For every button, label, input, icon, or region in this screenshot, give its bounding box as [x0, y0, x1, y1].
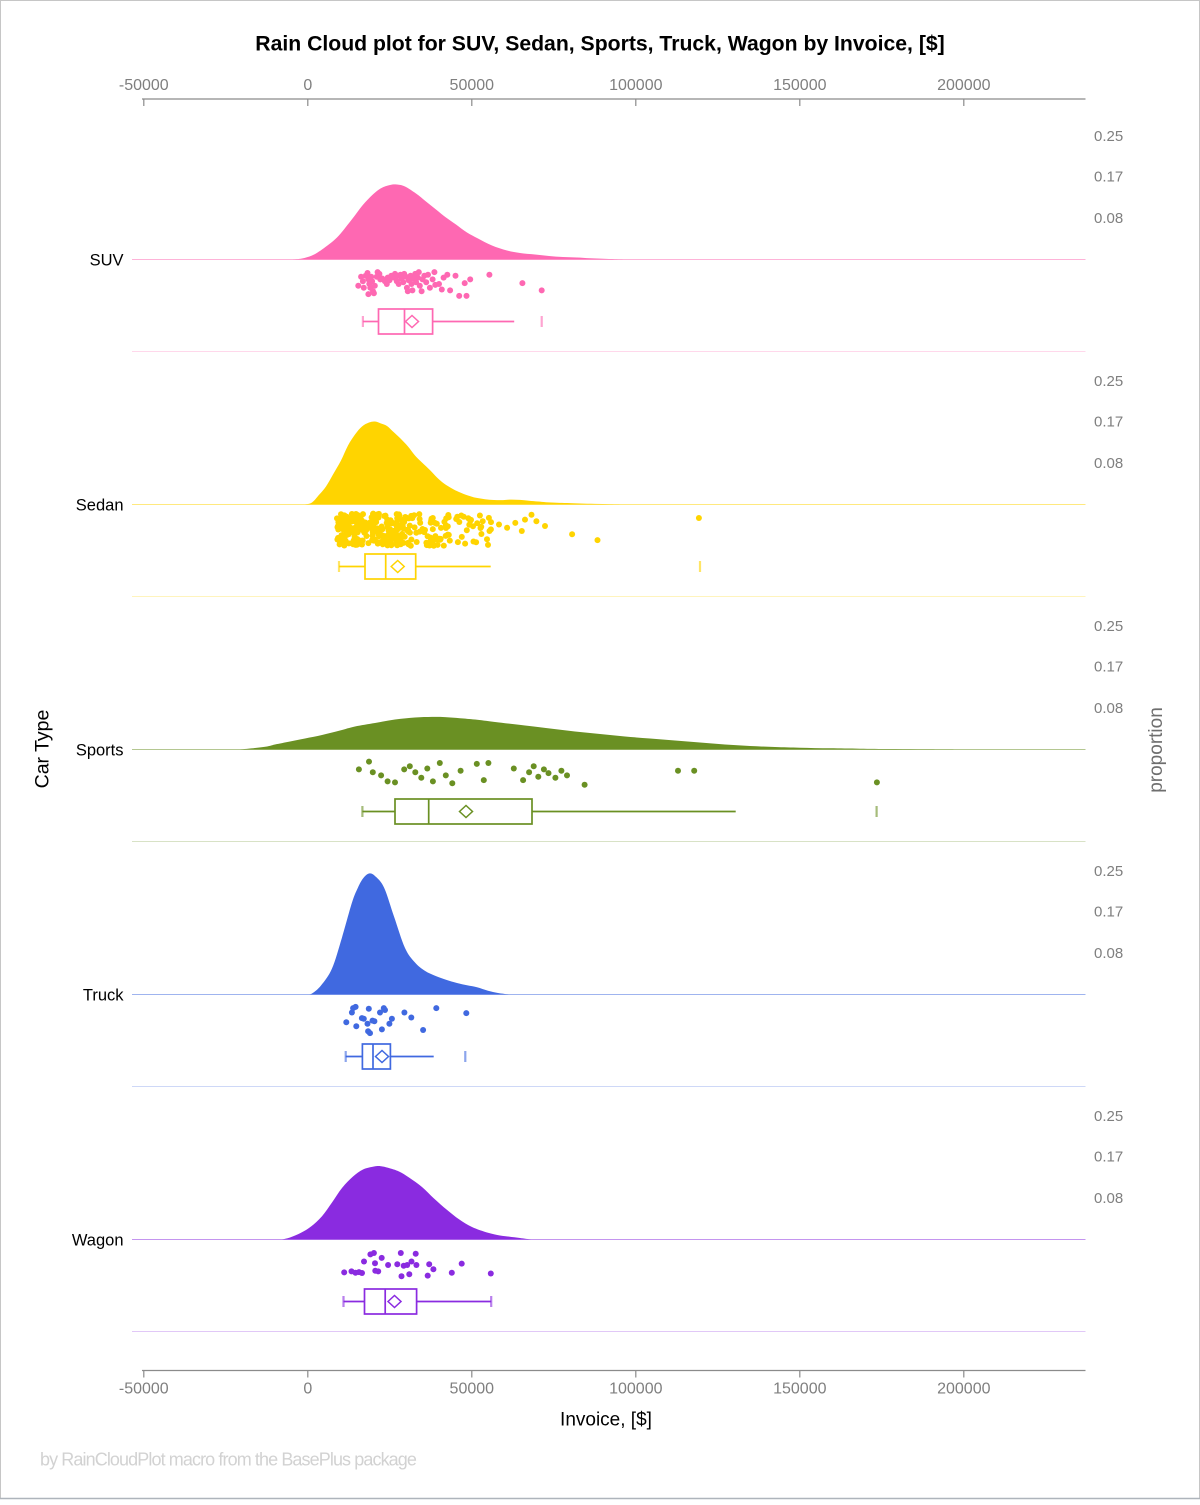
- svg-text:0: 0: [303, 1381, 312, 1398]
- svg-text:0.25: 0.25: [1094, 863, 1123, 880]
- svg-text:200000: 200000: [937, 1381, 990, 1398]
- svg-text:SUV: SUV: [90, 251, 124, 269]
- svg-text:0.17: 0.17: [1094, 659, 1123, 676]
- svg-text:100000: 100000: [609, 1381, 662, 1398]
- svg-text:Invoice, [$]: Invoice, [$]: [560, 1410, 652, 1431]
- svg-text:0.17: 0.17: [1094, 414, 1123, 431]
- svg-text:0.08: 0.08: [1094, 1190, 1123, 1207]
- svg-text:0.25: 0.25: [1094, 373, 1123, 390]
- svg-text:0: 0: [303, 77, 312, 94]
- svg-text:200000: 200000: [937, 77, 990, 94]
- svg-text:50000: 50000: [450, 1381, 495, 1398]
- svg-text:0.08: 0.08: [1094, 700, 1123, 717]
- svg-text:0.08: 0.08: [1094, 455, 1123, 472]
- svg-text:Sports: Sports: [76, 741, 124, 759]
- svg-text:150000: 150000: [773, 1381, 826, 1398]
- svg-text:Sedan: Sedan: [76, 496, 124, 514]
- svg-text:by RainCloudPlot macro from th: by RainCloudPlot macro from the BasePlus…: [40, 1450, 417, 1470]
- svg-text:0.08: 0.08: [1094, 210, 1123, 227]
- svg-text:0.17: 0.17: [1094, 169, 1123, 186]
- svg-text:50000: 50000: [450, 77, 495, 94]
- svg-text:0.17: 0.17: [1094, 904, 1123, 921]
- svg-text:Truck: Truck: [83, 986, 124, 1004]
- svg-text:100000: 100000: [609, 77, 662, 94]
- svg-text:-50000: -50000: [119, 1381, 169, 1398]
- svg-text:-50000: -50000: [119, 77, 169, 94]
- svg-text:150000: 150000: [773, 77, 826, 94]
- svg-text:0.25: 0.25: [1094, 1108, 1123, 1125]
- svg-text:0.25: 0.25: [1094, 128, 1123, 145]
- svg-text:Car Type: Car Type: [32, 710, 54, 789]
- svg-text:0.17: 0.17: [1094, 1149, 1123, 1166]
- svg-text:0.08: 0.08: [1094, 945, 1123, 962]
- svg-text:0.25: 0.25: [1094, 618, 1123, 635]
- svg-text:Wagon: Wagon: [72, 1231, 124, 1249]
- svg-text:Rain Cloud plot for SUV, Sedan: Rain Cloud plot for SUV, Sedan, Sports, …: [255, 33, 944, 56]
- svg-text:proportion: proportion: [1146, 707, 1167, 793]
